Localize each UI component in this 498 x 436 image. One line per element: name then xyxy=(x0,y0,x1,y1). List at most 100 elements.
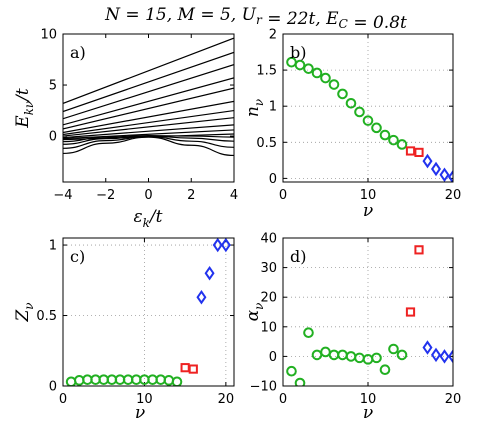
data-point-circle xyxy=(388,134,399,146)
data-point-circle xyxy=(396,349,408,361)
data-point-circle xyxy=(354,352,365,364)
data-point-square xyxy=(414,245,424,255)
y-tick-label: 1 xyxy=(49,239,57,254)
x-tick-label: 20 xyxy=(218,392,235,407)
data-layer xyxy=(65,238,231,386)
data-point-circle xyxy=(362,115,374,126)
panel-c: 0 10 20 0 0.5 1 c) ν Zν xyxy=(13,237,235,423)
x-tick-label: 10 xyxy=(136,392,153,407)
data-point-circle xyxy=(286,365,297,377)
y-tick-label: 30 xyxy=(260,261,277,276)
data-layer xyxy=(286,245,453,386)
panel-label: b) xyxy=(290,43,306,62)
plot-frame xyxy=(282,237,454,387)
data-point-circle xyxy=(379,129,391,141)
data-point-circle xyxy=(337,349,348,361)
y-tick-label: 10 xyxy=(260,320,277,335)
data-point-circle xyxy=(371,352,382,364)
x-tick-label: −2 xyxy=(96,188,115,203)
data-point-circle xyxy=(354,106,365,118)
panel-a: −4 −2 0 2 4 0 5 10 a) εk/t Ekν/t xyxy=(13,28,238,231)
y-tick-label: 0 xyxy=(49,380,57,395)
x-tick-label: 0 xyxy=(59,392,67,407)
data-point-circle xyxy=(345,98,357,109)
series-line xyxy=(63,64,234,120)
data-point-diamond xyxy=(447,349,453,364)
data-layer xyxy=(286,56,453,182)
x-tick-label: 10 xyxy=(360,392,377,407)
plot-frame xyxy=(282,33,454,183)
data-point-circle xyxy=(328,79,340,90)
y-axis-label: Ekν/t xyxy=(13,88,36,129)
y-tick-label: 1 xyxy=(269,100,277,115)
data-point-circle xyxy=(171,376,183,386)
data-point-circle xyxy=(311,349,323,361)
series-line xyxy=(63,37,234,104)
x-tick-label: 0 xyxy=(144,188,152,203)
data-point-diamond xyxy=(430,347,442,363)
x-axis-label: εk/t xyxy=(134,207,163,230)
data-point-diamond xyxy=(430,161,442,177)
data-point-circle xyxy=(337,88,348,100)
data-point-diamond xyxy=(439,167,450,182)
y-tick-label: 0.5 xyxy=(256,136,277,151)
data-point-diamond xyxy=(196,289,207,305)
data-point-circle xyxy=(294,377,306,386)
data-point-circle xyxy=(379,364,391,376)
data-point-circle xyxy=(388,343,399,355)
series-line xyxy=(63,117,234,137)
data-point-circle xyxy=(303,327,314,339)
data-point-diamond xyxy=(422,340,433,355)
data-point-square xyxy=(405,307,416,317)
y-tick-label: 0 xyxy=(269,172,277,187)
data-point-diamond xyxy=(422,153,433,169)
series-line xyxy=(63,136,234,157)
y-tick-label: 40 xyxy=(260,232,277,247)
data-point-diamond xyxy=(439,349,450,364)
series-line xyxy=(63,124,234,139)
data-point-square xyxy=(414,147,424,158)
data-point-circle xyxy=(328,349,340,361)
data-point-circle xyxy=(371,122,382,134)
plot-frame xyxy=(62,237,235,387)
x-tick-label: 4 xyxy=(230,188,238,203)
x-tick-label: 0 xyxy=(279,392,287,407)
plot-frame xyxy=(62,33,235,183)
y-tick-label: 20 xyxy=(260,291,277,306)
panel-label: a) xyxy=(70,43,86,62)
series-line xyxy=(63,77,234,126)
x-tick-label: 20 xyxy=(445,188,462,203)
x-tick-label: 0 xyxy=(279,188,287,203)
series-line xyxy=(63,109,234,136)
data-point-square xyxy=(188,364,198,374)
y-tick-label: 1.5 xyxy=(256,64,277,79)
series-line xyxy=(63,87,234,130)
data-point-circle xyxy=(320,72,331,84)
panel-label: d) xyxy=(290,247,306,266)
data-point-diamond xyxy=(204,265,215,281)
x-tick-label: 2 xyxy=(187,188,195,203)
y-tick-label: 0.5 xyxy=(36,309,57,324)
data-point-circle xyxy=(65,376,77,386)
panel-label: c) xyxy=(70,247,85,266)
data-point-diamond xyxy=(212,238,223,253)
data-point-square xyxy=(405,146,416,156)
x-axis-label: ν xyxy=(363,201,373,221)
data-point-diamond xyxy=(447,169,453,182)
series-line xyxy=(63,51,234,113)
y-tick-label: −10 xyxy=(250,380,277,395)
x-axis-label: ν xyxy=(363,403,373,423)
y-axis-label: Zν xyxy=(13,302,36,322)
y-axis-label: αν xyxy=(243,303,266,322)
x-tick-label: −4 xyxy=(53,188,72,203)
data-point-circle xyxy=(396,139,408,150)
y-tick-label: 10 xyxy=(40,28,57,43)
y-tick-label: 0 xyxy=(49,130,57,145)
series-line xyxy=(63,100,234,134)
y-tick-label: 5 xyxy=(49,79,57,94)
y-axis-label: nν xyxy=(243,99,266,117)
data-point-circle xyxy=(320,346,331,358)
data-layer xyxy=(63,37,234,157)
